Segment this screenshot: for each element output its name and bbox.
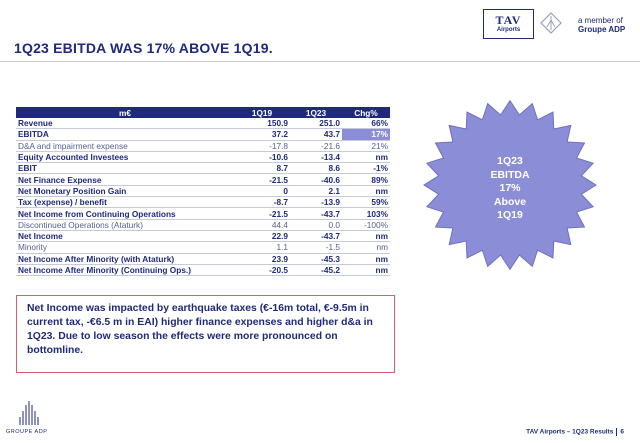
cell-chg-highlighted: 17% — [342, 128, 390, 141]
table-row: Minority 1.1 -1.5 nm — [16, 241, 390, 254]
groupe-adp-logo-icon — [19, 401, 39, 425]
table-row: Net Income After Minority (with Ataturk)… — [16, 253, 390, 265]
row-label: Net Finance Expense — [16, 173, 234, 186]
cell-1q19: 0 — [234, 185, 290, 198]
cell-1q19: 22.9 — [234, 230, 290, 243]
cell-chg: 103% — [342, 207, 390, 220]
cell-1q19: -21.5 — [234, 207, 290, 220]
cell-chg: 66% — [342, 118, 390, 130]
table-header-row: m€ 1Q19 1Q23 Chg% — [16, 107, 390, 118]
starburst-badge — [423, 99, 597, 271]
cell-chg: nm — [342, 230, 390, 243]
footer-separator — [616, 428, 618, 436]
cell-1q23: 43.7 — [290, 128, 342, 141]
badge-line-3: 17% — [499, 182, 521, 194]
cell-1q19: 150.9 — [234, 118, 290, 130]
cell-1q23: -43.7 — [290, 230, 342, 243]
table-row: Net Monetary Position Gain 0 2.1 nm — [16, 185, 390, 198]
cell-chg: -1% — [342, 162, 390, 175]
table-row: Equity Accounted Investees -10.6 -13.4 n… — [16, 151, 390, 164]
table-row: Tax (expense) / benefit -8.7 -13.9 59% — [16, 196, 390, 209]
row-label: Net Income After Minority (Continuing Op… — [16, 264, 234, 277]
table-row: Net Finance Expense -21.5 -40.6 89% — [16, 173, 390, 186]
col-header-1q23: 1Q23 — [290, 107, 342, 118]
financials-table: m€ 1Q19 1Q23 Chg% Revenue 150.9 251.0 66… — [16, 107, 390, 277]
cell-chg: nm — [342, 151, 390, 164]
page-number: 6 — [620, 428, 624, 436]
cell-chg: nm — [342, 241, 390, 254]
table-row: EBIT 8.7 8.6 -1% — [16, 162, 390, 175]
member-line2: Groupe ADP — [578, 25, 626, 34]
row-label: Minority — [16, 241, 234, 254]
cell-1q23: 251.0 — [290, 118, 342, 130]
cell-1q19: 8.7 — [234, 162, 290, 175]
row-label: Net Income After Minority (with Ataturk) — [16, 253, 234, 265]
groupe-adp-emblem-icon — [540, 12, 562, 34]
commentary-box: Net Income was impacted by earthquake ta… — [16, 295, 395, 373]
row-label: Discontinued Operations (Ataturk) — [16, 219, 234, 231]
row-label: Tax (expense) / benefit — [16, 196, 234, 209]
table-row: Discontinued Operations (Ataturk) 44.4 0… — [16, 219, 390, 231]
col-header-1q19: 1Q19 — [234, 107, 290, 118]
cell-chg: 89% — [342, 173, 390, 186]
row-label: Net Monetary Position Gain — [16, 185, 234, 198]
col-header-chg: Chg% — [342, 107, 390, 118]
row-label: D&A and impairment expense — [16, 140, 234, 152]
member-of-text: a member of Groupe ADP — [578, 16, 625, 34]
row-label: Revenue — [16, 118, 234, 130]
row-label: Net Income — [16, 230, 234, 243]
cell-1q19: -10.6 — [234, 151, 290, 164]
cell-1q23: 8.6 — [290, 162, 342, 175]
cell-chg: nm — [342, 185, 390, 198]
cell-1q19: 1.1 — [234, 241, 290, 254]
badge-line-2: EBITDA — [490, 168, 530, 181]
footer-deck-title: TAV Airports – 1Q23 Results — [526, 428, 614, 436]
cell-chg: -100% — [342, 219, 390, 231]
table-row: D&A and impairment expense -17.8 -21.6 2… — [16, 140, 390, 152]
cell-chg: 59% — [342, 196, 390, 209]
row-label: Equity Accounted Investees — [16, 151, 234, 164]
table-row: Net Income from Continuing Operations -2… — [16, 207, 390, 220]
cell-1q23: -13.4 — [290, 151, 342, 164]
badge-line-4: Above — [493, 195, 527, 208]
cell-1q23: -40.6 — [290, 173, 342, 186]
row-label: Net Income from Continuing Operations — [16, 207, 234, 220]
cell-1q23: -13.9 — [290, 196, 342, 209]
cell-1q19: -21.5 — [234, 173, 290, 186]
footer-brand: GROUPE ADP — [6, 429, 48, 435]
cell-1q23: -21.6 — [290, 140, 342, 152]
cell-1q19: 23.9 — [234, 253, 290, 265]
cell-1q19: 37.2 — [234, 128, 290, 141]
row-label: EBITDA — [16, 128, 234, 141]
badge-line-5: 1Q19 — [497, 209, 523, 221]
logo-tav-text: TAV — [495, 13, 522, 27]
cell-chg: nm — [342, 264, 390, 277]
badge-line-1: 1Q23 — [497, 155, 523, 167]
member-line1: a member of — [578, 16, 623, 25]
cell-chg: nm — [342, 253, 390, 265]
cell-1q19: 44.4 — [234, 219, 290, 231]
cell-1q23: 2.1 — [290, 185, 342, 198]
col-header-metric: m€ — [16, 107, 234, 118]
logo-airports-text: Airports — [496, 27, 521, 33]
table-row: Revenue 150.9 251.0 66% — [16, 118, 390, 130]
table-row: EBITDA 37.2 43.7 17% — [16, 128, 390, 141]
cell-1q19: -8.7 — [234, 196, 290, 209]
cell-chg: 21% — [342, 140, 390, 152]
cell-1q23: -1.5 — [290, 241, 342, 254]
cell-1q23: 0.0 — [290, 219, 342, 231]
cell-1q23: -45.2 — [290, 264, 342, 277]
cell-1q19: -20.5 — [234, 264, 290, 277]
table-row: Net Income After Minority (Continuing Op… — [16, 264, 390, 277]
footer-text: TAV Airports – 1Q23 Results 6 — [526, 428, 624, 436]
tav-airports-logo: TAV Airports — [483, 9, 534, 39]
row-label: EBIT — [16, 162, 234, 175]
table-row: Net Income 22.9 -43.7 nm — [16, 230, 390, 243]
cell-1q23: -43.7 — [290, 207, 342, 220]
cell-1q19: -17.8 — [234, 140, 290, 152]
badge-text: 1Q23 EBITDA 17% Above 1Q19 — [421, 155, 599, 223]
cell-1q23: -45.3 — [290, 253, 342, 265]
page-title: 1Q23 EBITDA WAS 17% ABOVE 1Q19. — [14, 40, 273, 56]
title-divider — [0, 61, 640, 62]
